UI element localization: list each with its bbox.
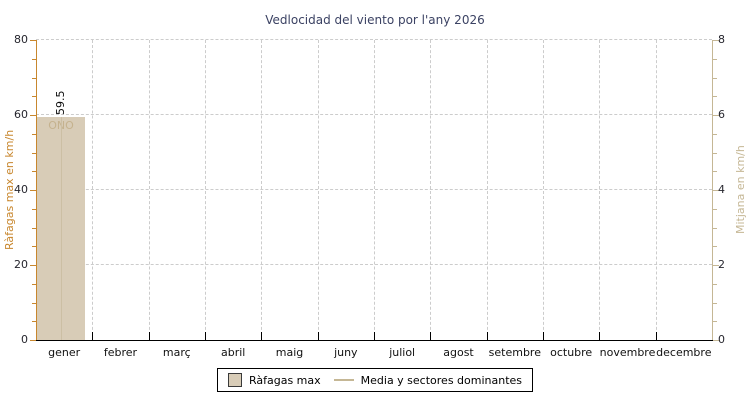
left-axis-tick	[32, 227, 36, 229]
right-axis-tick	[713, 58, 717, 60]
legend-label-rafagas: Ràfagas max	[248, 373, 321, 387]
v-gridline	[543, 40, 544, 340]
v-gridline	[261, 40, 263, 340]
left-axis-tick	[32, 321, 36, 323]
v-gridline	[317, 40, 319, 340]
right-axis-tick	[713, 152, 717, 154]
x-axis-tick	[317, 332, 319, 340]
right-axis-line	[712, 40, 713, 341]
right-axis-tick	[713, 208, 717, 210]
right-axis-tick	[713, 171, 717, 173]
left-axis-tick	[32, 283, 36, 285]
v-gridline	[655, 40, 657, 340]
left-axis-tick	[32, 208, 36, 210]
x-axis-tick	[205, 332, 206, 340]
x-axis-tick	[486, 332, 488, 340]
right-tick-label: 2	[718, 258, 725, 271]
chart-title: Vedlocidad del viento por l'any 2026	[265, 13, 485, 27]
x-tick-label-marc: març	[162, 346, 191, 359]
x-tick-label-octubre: octubre	[550, 346, 593, 359]
right-tick-label: 6	[718, 108, 725, 121]
v-gridline	[599, 40, 601, 340]
left-axis-tick	[32, 77, 36, 79]
x-axis-tick	[599, 332, 601, 340]
right-axis-tick	[713, 302, 717, 304]
left-axis-tick	[30, 265, 36, 266]
line-series-swatch	[333, 379, 354, 381]
x-tick-label-gener: gener	[48, 346, 81, 359]
bar-midline	[61, 116, 62, 340]
left-axis-tick	[32, 96, 36, 98]
x-axis-tick	[543, 332, 544, 340]
right-axis-tick	[713, 340, 719, 341]
v-gridline	[486, 40, 488, 340]
right-tick-label: 0	[718, 333, 725, 346]
left-tick-label: 20	[14, 258, 28, 271]
wind-direction-label: ONO	[37, 119, 85, 132]
right-axis-tick	[713, 115, 719, 116]
h-gridline	[36, 39, 712, 40]
left-tick-label: 60	[14, 108, 28, 121]
x-tick-label-febrer: febrer	[103, 346, 138, 359]
x-tick-label-maig: maig	[275, 346, 304, 359]
left-axis-tick	[30, 115, 36, 116]
left-axis-tick	[32, 171, 36, 173]
left-tick-label: 0	[21, 333, 28, 346]
right-axis-tick	[713, 246, 717, 248]
left-axis-tick	[30, 340, 36, 341]
right-axis-tick	[713, 133, 717, 135]
left-tick-label: 40	[14, 183, 28, 196]
x-tick-label-juliol: juliol	[389, 346, 416, 359]
x-tick-label-abril: abril	[220, 346, 246, 359]
right-axis-tick	[713, 96, 717, 98]
left-axis-line	[36, 40, 37, 341]
left-axis-tick	[30, 190, 36, 191]
legend: Ràfagas max Media y sectores dominantes	[0, 368, 750, 392]
x-tick-label-novembre: novembre	[599, 346, 656, 359]
bar-series-swatch	[227, 373, 242, 387]
x-tick-label-agost: agost	[443, 346, 474, 359]
right-axis-tick	[713, 77, 717, 79]
left-axis-tick	[32, 302, 36, 304]
x-axis-line	[36, 340, 713, 341]
legend-label-media: Media y sectores dominantes	[360, 373, 523, 387]
x-axis-tick	[261, 332, 263, 340]
bar-gener: ONO	[37, 116, 85, 340]
right-axis-tick	[713, 265, 719, 266]
right-tick-label: 8	[718, 33, 725, 46]
right-tick-label: 4	[718, 183, 725, 196]
x-axis-tick	[148, 332, 150, 340]
right-axis-tick	[713, 283, 717, 285]
right-axis-tick	[713, 321, 717, 323]
v-gridline	[92, 40, 94, 340]
left-axis-tick	[32, 133, 36, 135]
x-axis-tick	[374, 332, 375, 340]
v-gridline	[430, 40, 432, 340]
v-gridline	[205, 40, 206, 340]
left-axis-tick	[32, 152, 36, 154]
right-axis-tick	[713, 190, 719, 191]
right-axis-tick	[713, 227, 717, 229]
left-axis-tick	[30, 40, 36, 41]
x-tick-label-decembre: decembre	[656, 346, 712, 359]
v-gridline	[148, 40, 150, 340]
bar-value-label: 59.5	[54, 90, 67, 115]
x-axis-tick	[430, 332, 432, 340]
legend-box: Ràfagas max Media y sectores dominantes	[216, 368, 534, 392]
left-axis-tick	[32, 246, 36, 248]
v-gridline	[374, 40, 375, 340]
x-axis-tick	[655, 332, 657, 340]
x-tick-label-juny: juny	[334, 346, 358, 359]
x-tick-label-setembre: setembre	[488, 346, 541, 359]
x-axis-tick	[92, 332, 94, 340]
right-axis-tick	[713, 40, 719, 41]
left-tick-label: 80	[14, 33, 28, 46]
left-axis-tick	[32, 58, 36, 60]
